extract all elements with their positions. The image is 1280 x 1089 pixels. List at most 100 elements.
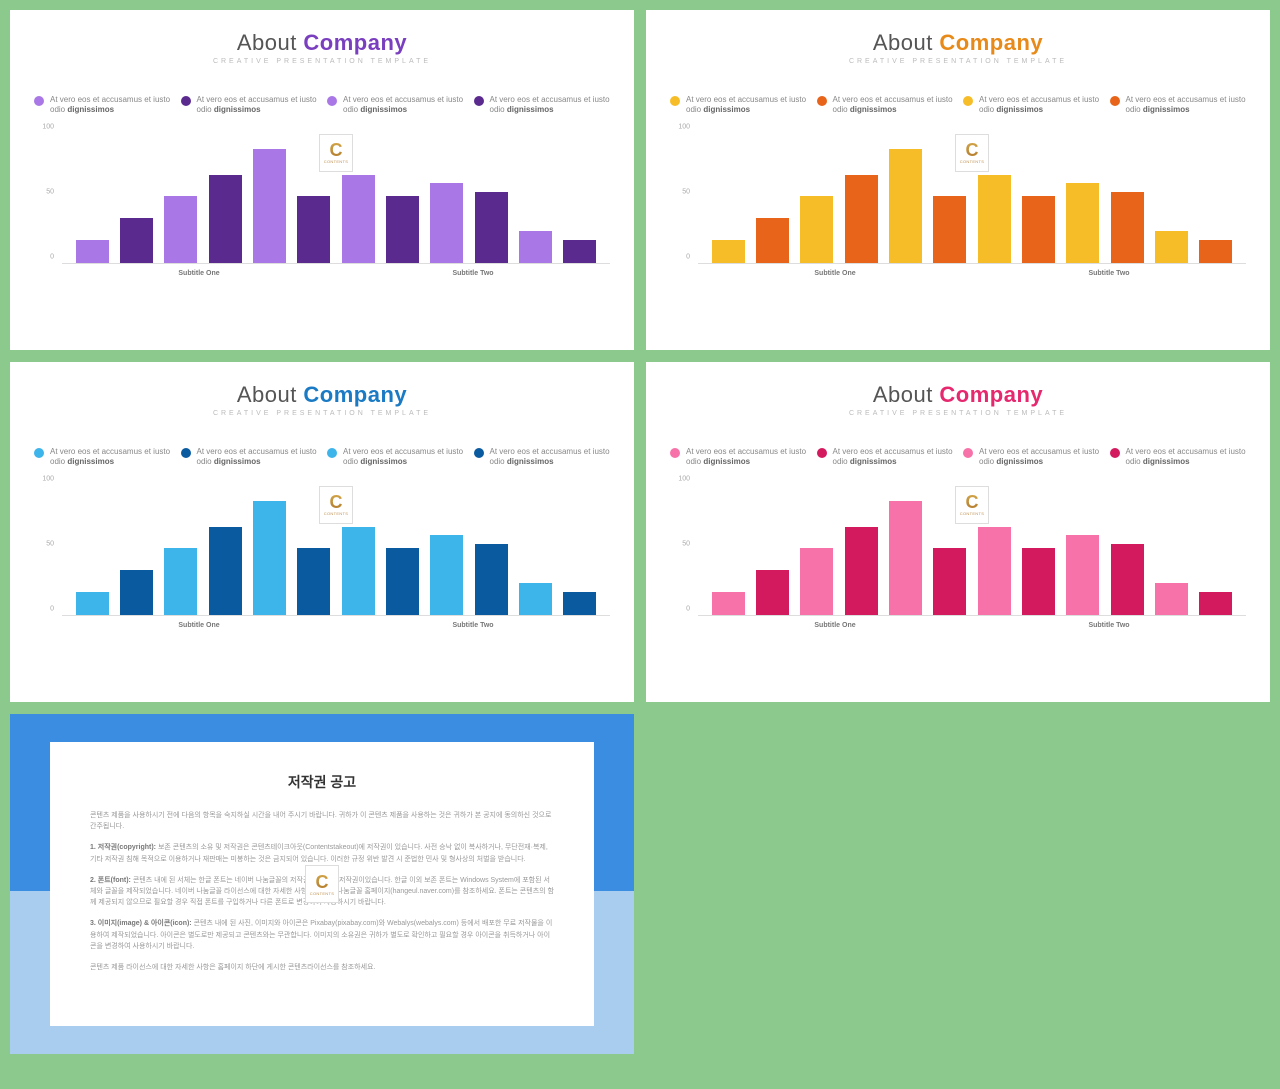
y-tick: 0 [50,605,54,612]
x-label: Subtitle One [178,270,219,277]
bar [342,527,375,615]
badge-sub: CONTENTS [324,511,348,516]
empty-cell [646,714,1270,1054]
legend-text: At vero eos et accusamus et iusto odio d… [686,95,807,116]
bar [253,501,286,615]
legend-item: At vero eos et accusamus et iusto odio d… [474,95,611,116]
slide-subtitle: Creative presentation template [34,58,610,65]
notice-paragraph: 콘텐츠 제품을 사용하시기 전에 다음의 항목을 숙지하실 시간을 내어 주시기… [90,810,554,832]
legend: At vero eos et accusamus et iusto odio d… [34,95,610,116]
slide-title: About Company [34,30,610,56]
legend-text: At vero eos et accusamus et iusto odio d… [1126,95,1247,116]
y-tick: 0 [50,253,54,260]
legend-text: At vero eos et accusamus et iusto odio d… [833,95,954,116]
legend-text: At vero eos et accusamus et iusto odio d… [490,95,611,116]
legend: At vero eos et accusamus et iusto odio d… [34,447,610,468]
bar [933,548,966,615]
title-word2: Company [939,382,1043,407]
bar [563,240,596,263]
badge-letter: C [316,873,329,891]
chart: 050100CCONTENTSSubtitle OneSubtitle Two [34,134,610,284]
x-label: Subtitle One [178,622,219,629]
bar [519,583,552,615]
y-tick: 50 [682,540,690,547]
bar [297,196,330,263]
legend-dot-icon [670,448,680,458]
y-tick: 50 [46,540,54,547]
badge-letter: C [966,493,979,511]
legend-text: At vero eos et accusamus et iusto odio d… [979,95,1100,116]
chart-slide-0: About Company Creative presentation templ… [10,10,634,350]
bar [475,544,508,615]
x-label: Subtitle One [814,622,855,629]
bar [209,175,242,263]
notice-paragraph: 콘텐츠 제품 라이선스에 대한 자세한 사항은 홈페이지 하단에 게시한 콘텐츠… [90,962,554,973]
x-axis: Subtitle OneSubtitle Two [62,618,610,636]
legend-text: At vero eos et accusamus et iusto odio d… [686,447,807,468]
bar [475,192,508,263]
legend-dot-icon [817,448,827,458]
chart: 050100CCONTENTSSubtitle OneSubtitle Two [670,134,1246,284]
slide-subtitle: Creative presentation template [670,410,1246,417]
logo-badge: CCONTENTS [955,134,989,172]
legend-dot-icon [181,96,191,106]
y-axis: 050100 [34,134,58,264]
legend-dot-icon [1110,96,1120,106]
y-tick: 0 [686,605,690,612]
bar [712,592,745,615]
plot-area: CCONTENTS [698,134,1246,264]
legend-item: At vero eos et accusamus et iusto odio d… [327,95,464,116]
bar [1066,535,1099,615]
slide-grid: About Company Creative presentation templ… [10,10,1270,1054]
x-label: Subtitle Two [452,270,493,277]
plot-area: CCONTENTS [62,134,610,264]
legend-dot-icon [34,96,44,106]
legend-text: At vero eos et accusamus et iusto odio d… [197,447,318,468]
chart-slide-2: About CompanyCreative presentation templ… [10,362,634,702]
bar [253,149,286,263]
title-word1: About [873,30,940,55]
bar [1111,192,1144,263]
badge-sub: CONTENTS [960,511,984,516]
bar [756,570,789,615]
slide-title: About Company [670,30,1246,56]
x-label: Subtitle Two [1088,270,1129,277]
legend-dot-icon [327,96,337,106]
bar [889,149,922,263]
x-label: Subtitle Two [1088,622,1129,629]
badge-letter: C [966,141,979,159]
x-axis: Subtitle OneSubtitle Two [698,266,1246,284]
legend-dot-icon [963,448,973,458]
legend-dot-icon [474,96,484,106]
legend-item: At vero eos et accusamus et iusto odio d… [670,447,807,468]
legend-text: At vero eos et accusamus et iusto odio d… [490,447,611,468]
bar [297,548,330,615]
bar [1199,592,1232,615]
slide-subtitle: Creative presentation template [670,58,1246,65]
y-tick: 50 [46,188,54,195]
bar [430,183,463,263]
bar [845,527,878,615]
bar [209,527,242,615]
legend-text: At vero eos et accusamus et iusto odio d… [343,447,464,468]
bar [800,196,833,263]
badge-letter: C [330,141,343,159]
title-word1: About [237,382,304,407]
y-tick: 100 [42,475,54,482]
bar [519,231,552,263]
plot-area: CCONTENTS [698,486,1246,616]
bar [712,240,745,263]
bar [1111,544,1144,615]
chart-slide-1: About Company Creative presentation templ… [646,10,1270,350]
y-axis: 050100 [670,486,694,616]
bar [430,535,463,615]
legend-item: At vero eos et accusamus et iusto odio d… [1110,95,1247,116]
slide-title: About Company [670,382,1246,408]
y-tick: 50 [682,188,690,195]
logo-badge: CCONTENTS [955,486,989,524]
legend-item: At vero eos et accusamus et iusto odio d… [963,95,1100,116]
bar [1022,548,1055,615]
legend-dot-icon [1110,448,1120,458]
slide-subtitle: Creative presentation template [34,410,610,417]
legend-text: At vero eos et accusamus et iusto odio d… [50,95,171,116]
